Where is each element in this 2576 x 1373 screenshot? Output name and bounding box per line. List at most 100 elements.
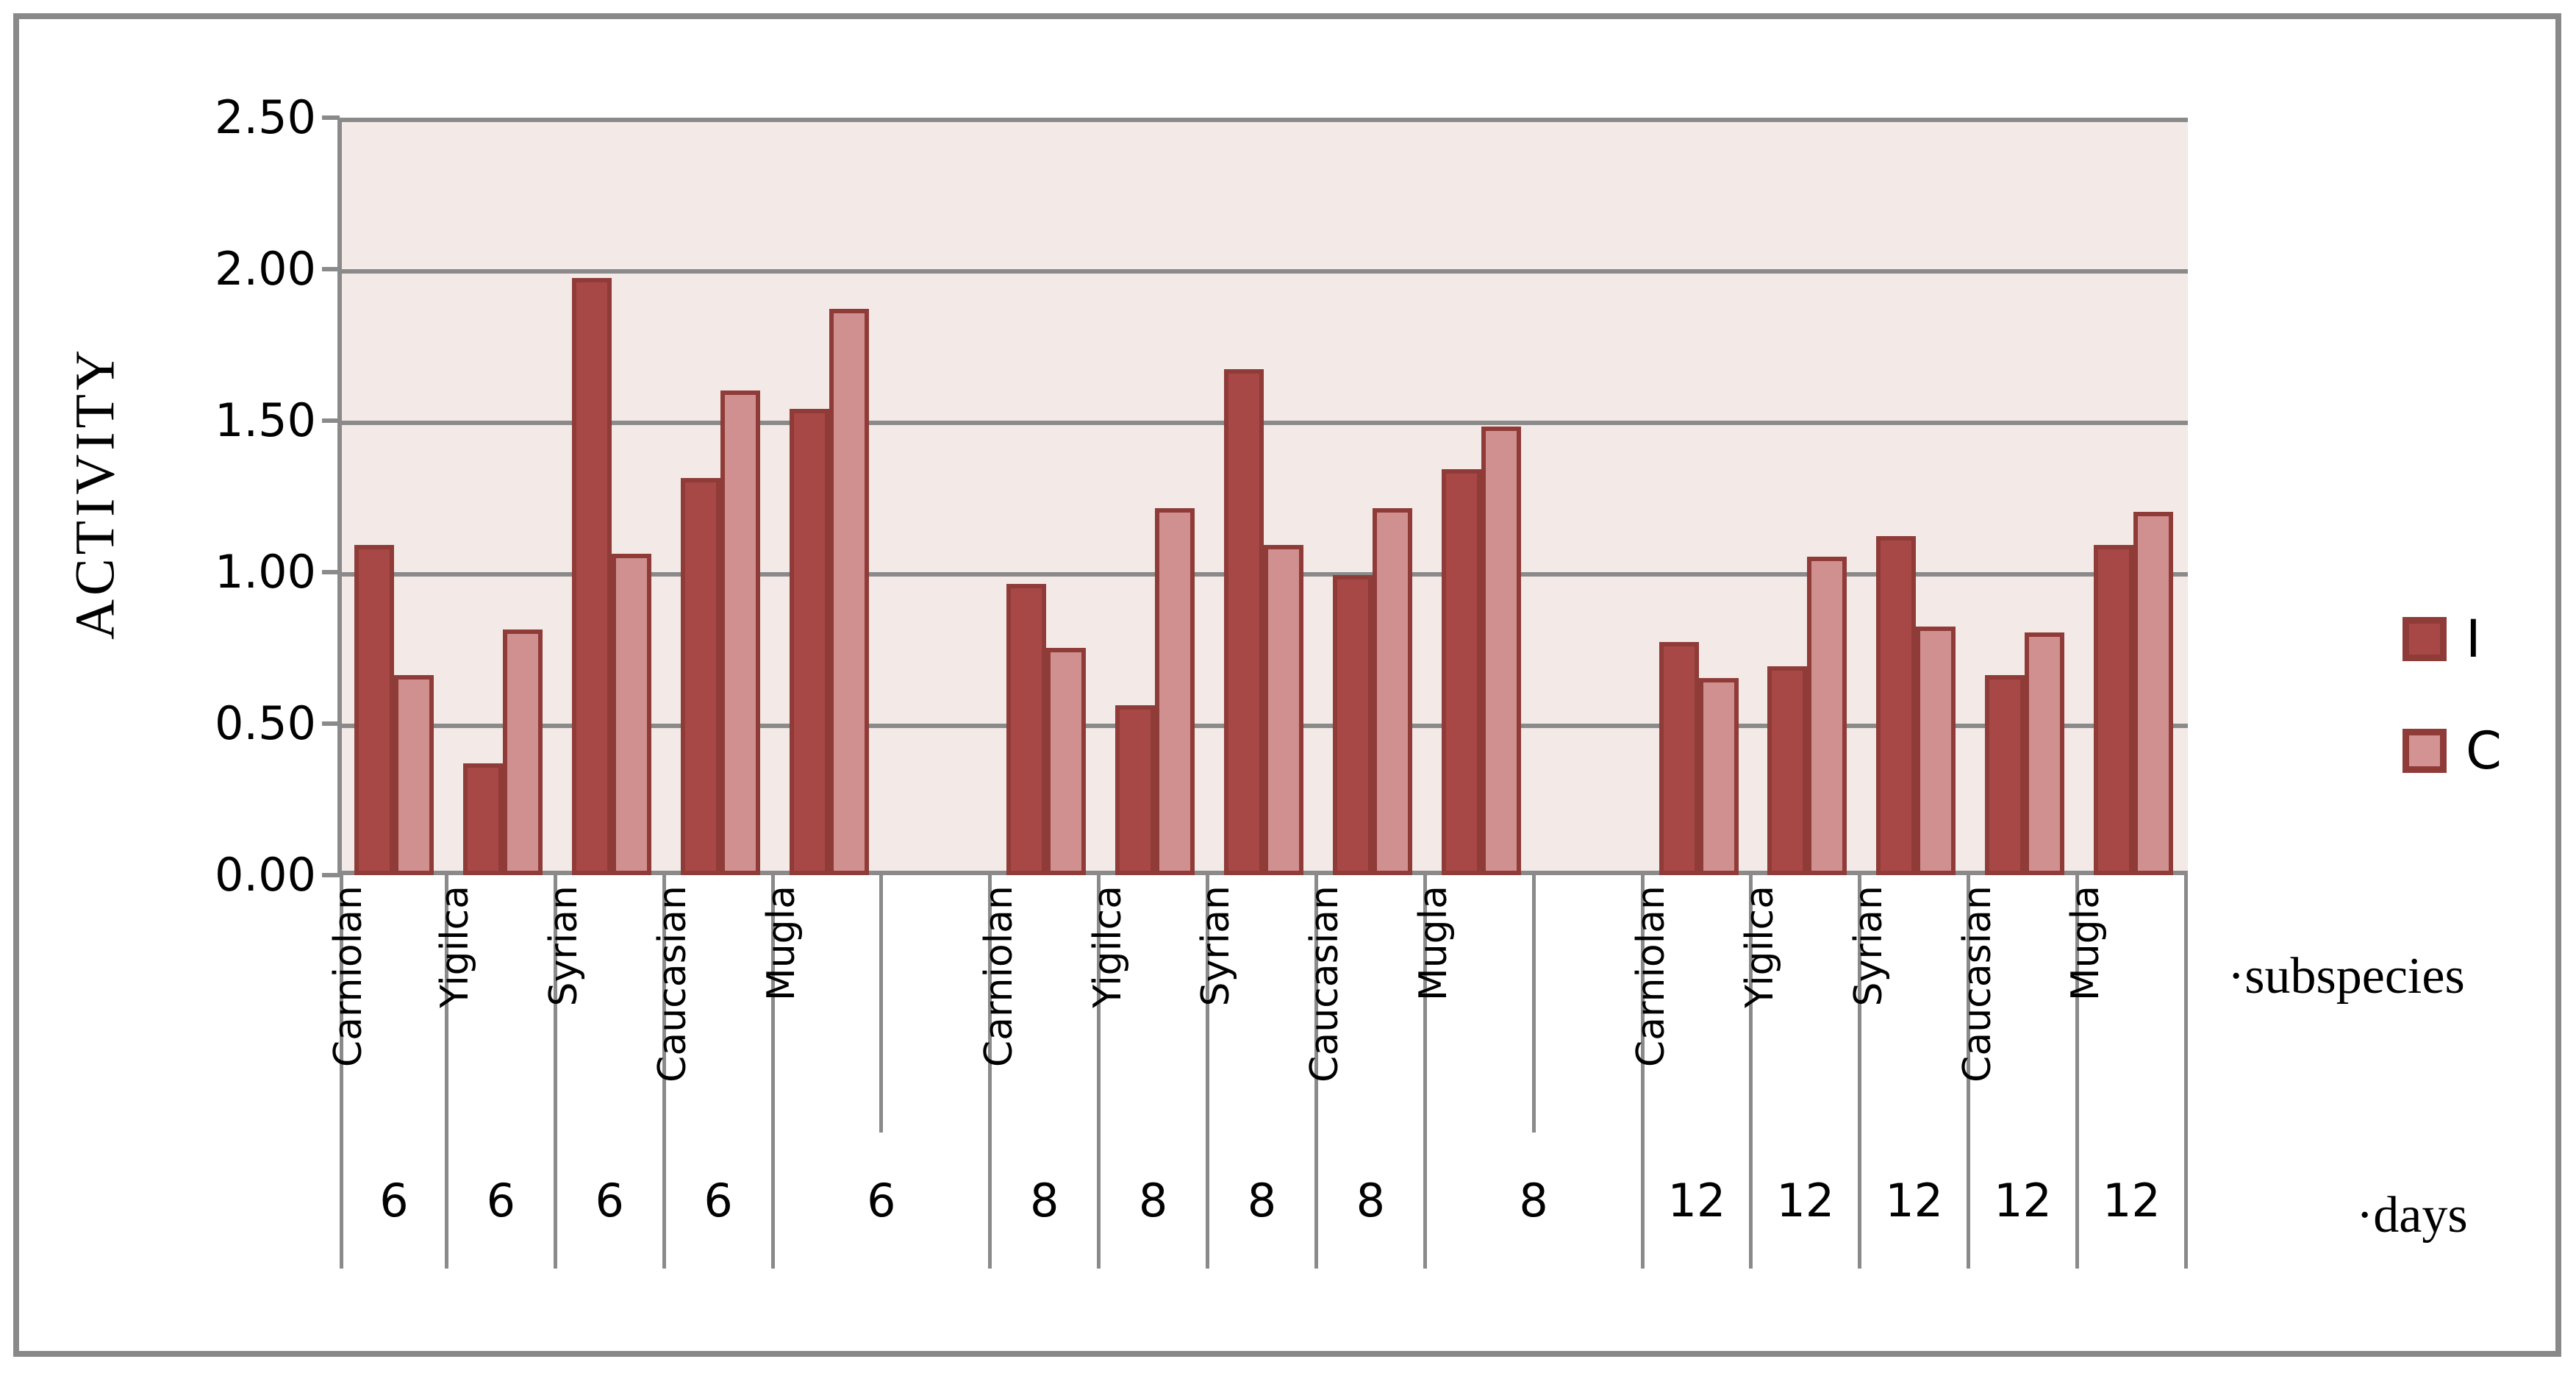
x-days-label: 6 (595, 1174, 624, 1227)
y-tick-label: 2.00 (214, 242, 316, 296)
legend-swatch-c (2403, 729, 2447, 773)
x-days-label: 12 (1994, 1174, 2053, 1227)
bar-c-syrian-12days (1916, 627, 1956, 875)
bar-i-carniolan-6days (354, 545, 394, 875)
x-category-label: Yigilca (1737, 885, 1782, 1008)
x-category-label: Syrian (542, 885, 587, 1007)
x-days-cell: 12 (2079, 1133, 2188, 1269)
x-days-label: 12 (1885, 1174, 1944, 1227)
x-category-cell-yigilca: Yigilca (433, 875, 557, 1133)
y-tick-label: 0.00 (214, 848, 316, 902)
x-days-label: 8 (1519, 1174, 1548, 1227)
x-days-cell: 12 (1861, 1133, 1971, 1269)
bar-i-carniolan-12days (1659, 642, 1699, 875)
bar-i-syrian-12days (1876, 536, 1916, 875)
bar-c-yigilca-6days (503, 630, 543, 875)
y-axis-title: ACTIVITY (64, 346, 126, 640)
x-days-label: 8 (1029, 1174, 1059, 1227)
legend-entry-c: C (2403, 721, 2502, 781)
x-days-cell: 8 (1318, 1133, 1427, 1269)
bar-c-carniolan-6days (394, 675, 434, 875)
x-axis-days-row: 6 6 6 6 6 8 8 8 8 8 12 12 12 12 12 (340, 1133, 2188, 1269)
bar-i-caucasian-6days (681, 478, 720, 875)
x-days-cell: 12 (1970, 1133, 2079, 1269)
legend-label: C (2466, 721, 2502, 781)
x-days-label: 8 (1247, 1174, 1277, 1227)
x-category-label: Carniolan (326, 885, 371, 1068)
x-days-cell: 6 (557, 1133, 666, 1269)
x-category-cell-carniolan: Carniolan (1629, 875, 1753, 1133)
x-category-cell-mugla: Mugla (1412, 875, 1536, 1133)
y-tick-label: 2.50 (214, 90, 316, 144)
x-category-cell-mugla: Mugla (2064, 875, 2188, 1133)
x-category-cell-yigilca: Yigilca (1738, 875, 1862, 1133)
y-tick-mark (322, 115, 340, 120)
x-category-label: Caucasian (651, 885, 695, 1083)
x-days-label: 8 (1356, 1174, 1386, 1227)
x-category-cell-caucasian: Caucasian (1303, 875, 1427, 1133)
bar-c-mugla-12days (2133, 512, 2173, 875)
bar-i-mugla-12days (2094, 545, 2133, 875)
bar-c-mugla-6days (829, 309, 869, 875)
bar-c-yigilca-12days (1807, 557, 1847, 875)
x-category-cell-syrian: Syrian (1847, 875, 1971, 1133)
y-tick-label: 1.00 (214, 545, 316, 599)
legend-swatch-i (2403, 617, 2447, 661)
x-category-label: Syrian (1846, 885, 1891, 1007)
x-days-cell: 6 (775, 1133, 992, 1269)
x-category-label: Yigilca (1085, 885, 1130, 1008)
bar-i-syrian-8days (1224, 369, 1264, 875)
bar-i-carniolan-8days (1006, 584, 1046, 875)
gridline (340, 269, 2188, 274)
bar-c-mugla-8days (1481, 427, 1521, 875)
bar-c-caucasian-8days (1373, 508, 1412, 875)
x-days-cell: 8 (1101, 1133, 1209, 1269)
y-tick-mark (322, 267, 340, 271)
x-days-label: 6 (486, 1174, 516, 1227)
x-category-label: Yigilca (433, 885, 478, 1008)
bar-i-yigilca-8days (1115, 705, 1155, 875)
x-days-label: 12 (1776, 1174, 1835, 1227)
y-axis-line (337, 118, 342, 875)
bar-i-mugla-6days (790, 409, 829, 875)
y-tick-label: 0.50 (214, 696, 316, 750)
bar-c-caucasian-6days (720, 390, 760, 875)
y-tick-mark (322, 721, 340, 726)
x-category-cell-yigilca: Yigilca (1086, 875, 1209, 1133)
bar-i-mugla-8days (1442, 469, 1481, 875)
y-tick-mark (322, 418, 340, 423)
gridline (340, 421, 2188, 425)
x-days-label: 6 (379, 1174, 409, 1227)
x-days-cell: 12 (1645, 1133, 1753, 1269)
x-days-cell: 6 (666, 1133, 775, 1269)
y-tick-mark (322, 570, 340, 574)
x-days-label: 6 (704, 1174, 733, 1227)
x-spacer-cell (883, 875, 992, 1133)
x-axis-subspecies-row: Carniolan Yigilca Syrian Caucasian Mugla Carn… (326, 875, 2188, 1133)
bar-c-caucasian-12days (2025, 632, 2064, 875)
y-tick-label: 1.50 (214, 393, 316, 447)
x-category-cell-mugla: Mugla (759, 875, 884, 1133)
x-days-label: 12 (1667, 1174, 1726, 1227)
x-category-label: Mugla (1412, 885, 1456, 1002)
x-days-cell: 8 (1209, 1133, 1318, 1269)
x-days-cell: 8 (1427, 1133, 1645, 1269)
bar-c-syrian-8days (1264, 545, 1303, 875)
bar-i-yigilca-6days (463, 763, 503, 875)
x-category-label: Carniolan (1628, 885, 1673, 1068)
x-category-cell-syrian: Syrian (1194, 875, 1318, 1133)
x-category-cell-carniolan: Carniolan (326, 875, 448, 1133)
x-days-label: 12 (2102, 1174, 2161, 1227)
x-category-label: Caucasian (1955, 885, 2000, 1083)
bar-i-caucasian-12days (1985, 675, 2025, 875)
x-category-cell-caucasian: Caucasian (1956, 875, 2079, 1133)
bar-i-yigilca-12days (1767, 666, 1807, 875)
legend-entry-i: I (2403, 609, 2481, 669)
x-spacer-cell (1536, 875, 1645, 1133)
y-tick-mark (322, 873, 340, 877)
x-category-cell-carniolan: Carniolan (977, 875, 1101, 1133)
bar-i-caucasian-8days (1333, 575, 1373, 875)
axis-note-days: ·days (2356, 1187, 2468, 1244)
x-category-cell-syrian: Syrian (542, 875, 666, 1133)
